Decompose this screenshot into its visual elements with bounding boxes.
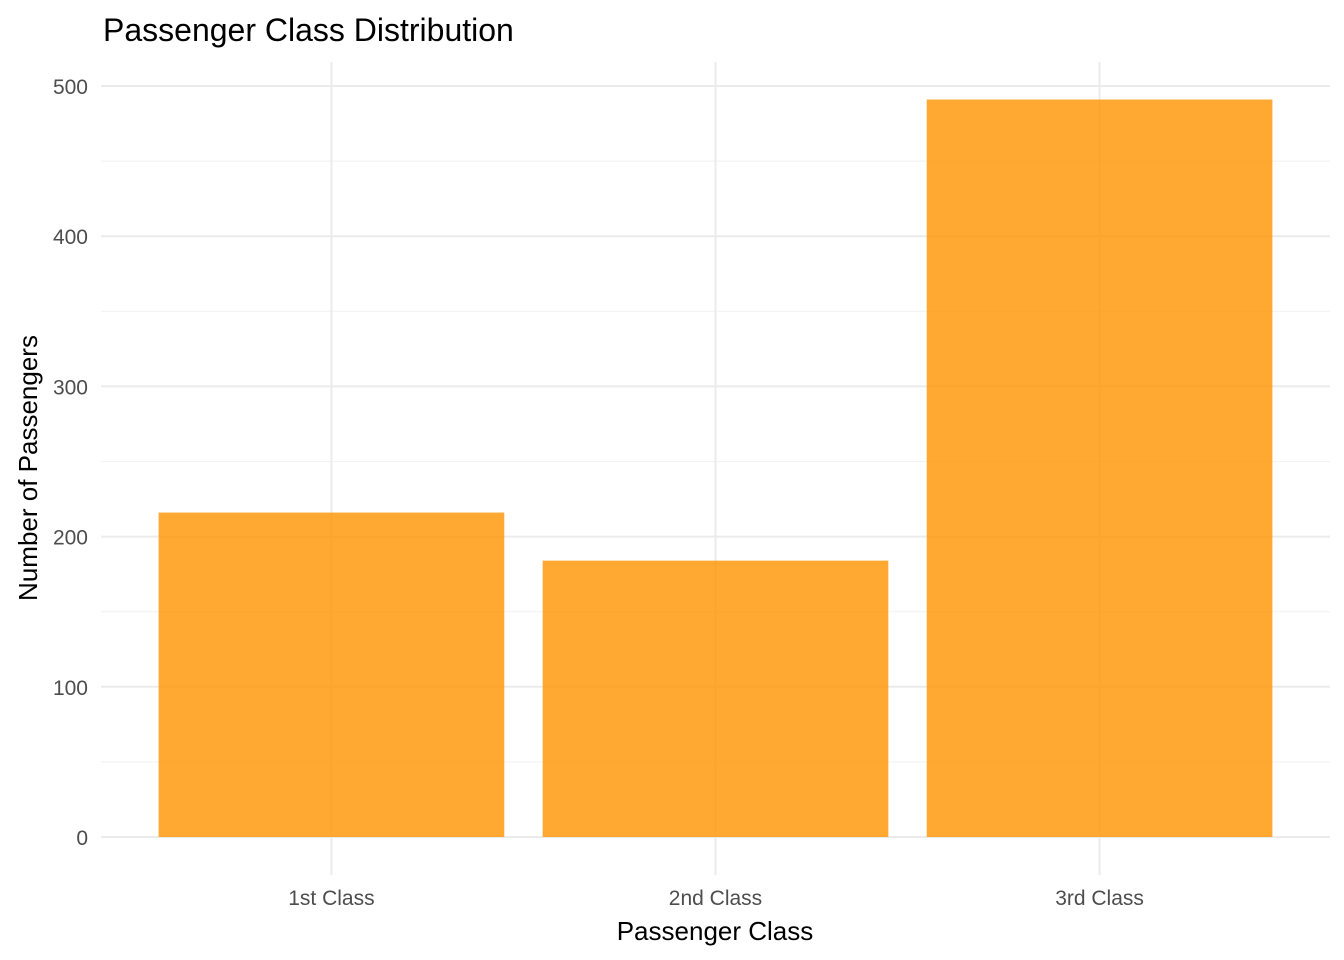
y-axis-ticks: 0 100 200 300 400 500: [53, 76, 88, 850]
chart-title: Passenger Class Distribution: [103, 12, 514, 48]
x-axis-ticks: 1st Class 2nd Class 3rd Class: [288, 887, 1144, 910]
x-tick-label: 1st Class: [288, 887, 374, 910]
bar-1: [158, 512, 505, 837]
y-axis-title: Number of Passengers: [13, 335, 43, 601]
x-tick-label: 3rd Class: [1055, 887, 1144, 910]
bars: [158, 99, 1273, 837]
x-axis-title: Passenger Class: [617, 916, 814, 946]
y-tick-label: 500: [53, 76, 88, 99]
y-tick-label: 300: [53, 376, 88, 399]
bar-3: [926, 99, 1273, 837]
bar-2: [542, 560, 889, 837]
y-tick-label: 0: [76, 827, 88, 850]
x-tick-label: 2nd Class: [669, 887, 762, 910]
y-tick-label: 400: [53, 226, 88, 249]
y-tick-label: 100: [53, 677, 88, 700]
y-tick-label: 200: [53, 527, 88, 550]
